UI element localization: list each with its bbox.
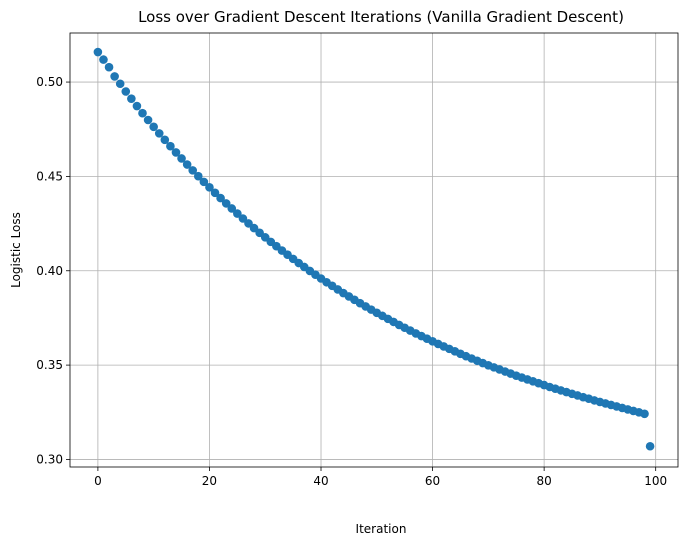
data-point <box>110 72 119 81</box>
x-axis-label: Iteration <box>356 522 407 536</box>
data-point <box>93 47 103 57</box>
y-tick-label: 0.35 <box>36 358 63 372</box>
x-tick-label: 40 <box>313 474 328 488</box>
data-point <box>205 183 214 192</box>
data-point <box>99 55 108 64</box>
data-point <box>104 62 114 72</box>
data-point <box>233 209 242 218</box>
data-point <box>216 193 225 203</box>
data-point <box>177 154 186 163</box>
data-point <box>238 214 248 223</box>
data-point <box>171 148 181 157</box>
data-point <box>154 129 164 138</box>
x-tick-label: 80 <box>536 474 551 488</box>
data-point <box>188 166 198 175</box>
data-point <box>143 115 153 125</box>
y-tick-label: 0.30 <box>36 452 63 466</box>
data-point <box>127 94 136 103</box>
data-point <box>132 101 142 111</box>
data-point <box>193 171 203 181</box>
x-tick-label: 0 <box>94 474 102 488</box>
data-point <box>640 409 649 419</box>
grid-lines <box>70 33 678 467</box>
x-tick-label: 60 <box>425 474 440 488</box>
x-tick-label: 100 <box>644 474 667 488</box>
data-point <box>149 122 158 132</box>
axis-ticks: 0 20 40 60 80 100 0.30 0.35 0.40 0.45 0.50 <box>36 75 667 488</box>
y-tick-label: 0.50 <box>36 75 63 89</box>
data-points <box>93 47 655 451</box>
plot-frame <box>69 32 679 468</box>
data-point <box>121 87 131 96</box>
y-tick-label: 0.45 <box>36 169 63 183</box>
x-tick-label: 20 <box>202 474 217 488</box>
data-point <box>221 199 231 208</box>
data-point <box>210 188 220 198</box>
data-point <box>138 108 147 118</box>
data-point <box>115 79 125 89</box>
data-point <box>227 204 237 213</box>
data-point <box>160 135 170 145</box>
data-point <box>166 141 175 151</box>
y-tick-label: 0.40 <box>36 264 63 278</box>
data-point <box>645 441 655 451</box>
data-point <box>199 177 209 187</box>
y-axis-label: Logistic Loss <box>9 212 23 288</box>
data-point <box>182 160 192 169</box>
chart-title: Loss over Gradient Descent Iterations (V… <box>138 8 624 26</box>
